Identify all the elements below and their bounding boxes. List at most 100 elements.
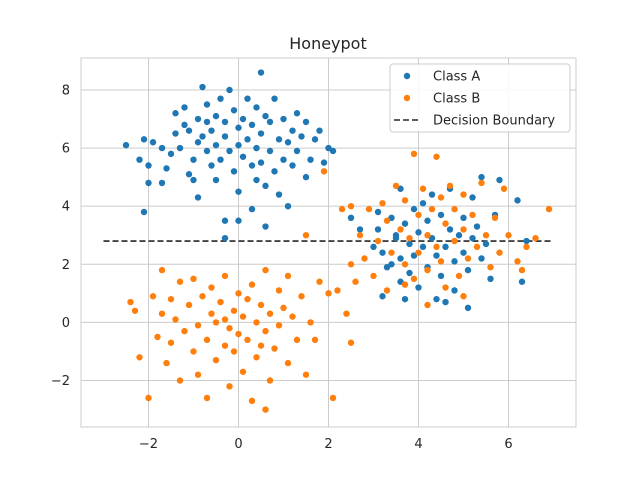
series-b-point xyxy=(257,301,265,309)
series-a-point xyxy=(446,226,454,233)
series-a-point xyxy=(190,176,197,184)
legend-box xyxy=(389,63,571,133)
series-a-point xyxy=(244,95,251,102)
series-a-point xyxy=(487,275,494,283)
series-b-point xyxy=(145,394,152,402)
series-a-point xyxy=(248,205,256,213)
x-tick-label: 4 xyxy=(414,437,422,452)
series-b-point xyxy=(487,263,494,271)
series-a-point xyxy=(478,173,485,181)
series-a-point xyxy=(208,127,215,134)
series-a-point xyxy=(230,107,238,114)
series-a-point xyxy=(199,83,206,91)
legend-label-class-b: Class B xyxy=(433,92,480,107)
series-b-point xyxy=(347,339,355,346)
series-b-point xyxy=(190,348,197,355)
series-b-point xyxy=(424,301,431,309)
series-a-point xyxy=(194,194,202,201)
x-tick-label: 6 xyxy=(504,437,512,452)
series-a-point xyxy=(208,162,215,169)
series-b-point xyxy=(505,232,512,239)
series-a-point xyxy=(226,86,233,94)
series-b-point xyxy=(230,307,238,314)
series-a-point xyxy=(217,95,224,102)
x-tick-label: 0 xyxy=(234,437,242,452)
series-a-point xyxy=(230,168,238,175)
series-b-point xyxy=(266,310,274,317)
series-b-point xyxy=(379,200,386,207)
series-b-point xyxy=(302,371,310,378)
series-b-point xyxy=(221,342,229,349)
series-a-point xyxy=(185,171,193,178)
series-a-point xyxy=(415,284,422,291)
series-a-point xyxy=(203,118,211,126)
series-a-point xyxy=(406,269,413,277)
series-b-point xyxy=(415,249,422,256)
series-a-point xyxy=(271,95,278,102)
series-a-point xyxy=(266,147,274,155)
series-b-point xyxy=(325,290,332,297)
series-b-point xyxy=(154,333,161,341)
series-b-point xyxy=(428,205,436,213)
series-b-point xyxy=(149,293,157,300)
series-b-point xyxy=(523,243,530,251)
series-b-point xyxy=(401,281,409,288)
series-b-point xyxy=(262,406,269,413)
y-tick-label: 2 xyxy=(62,258,70,273)
series-b-point xyxy=(320,168,328,175)
series-b-point xyxy=(217,298,224,306)
series-a-point xyxy=(203,147,211,155)
series-b-point xyxy=(208,284,215,291)
series-b-point xyxy=(451,237,458,245)
series-a-point xyxy=(496,176,503,184)
series-a-point xyxy=(523,237,530,245)
series-b-point xyxy=(167,339,175,346)
series-a-point xyxy=(469,234,476,242)
series-a-point xyxy=(370,243,377,251)
series-a-point xyxy=(437,211,445,219)
series-b-point xyxy=(253,319,260,326)
series-a-point xyxy=(217,156,224,163)
series-b-point xyxy=(370,272,377,280)
series-b-point xyxy=(239,313,247,320)
series-a-point xyxy=(406,240,413,248)
series-a-point xyxy=(271,168,278,175)
series-b-point xyxy=(316,278,323,285)
series-b-point xyxy=(221,272,229,280)
series-a-point xyxy=(176,144,184,152)
series-b-point xyxy=(244,336,251,344)
series-a-point xyxy=(518,278,526,285)
series-a-point xyxy=(293,147,301,155)
grid xyxy=(81,58,576,427)
series-a-point xyxy=(442,243,449,251)
series-a-point xyxy=(388,261,395,268)
series-b-point xyxy=(221,316,229,323)
scatter-points xyxy=(122,69,553,413)
series-a-point xyxy=(302,118,310,126)
series-b-point xyxy=(365,205,373,213)
y-tick-label: 4 xyxy=(62,200,70,215)
series-b-point xyxy=(442,220,449,227)
series-b-point xyxy=(176,377,184,384)
series-a-point xyxy=(253,104,260,111)
series-b-point xyxy=(410,275,418,283)
series-b-point xyxy=(271,345,278,352)
series-a-point xyxy=(401,220,409,227)
series-a-point xyxy=(203,101,211,108)
series-b-point xyxy=(131,307,139,314)
legend-marker-class-b xyxy=(403,94,411,102)
series-b-point xyxy=(136,354,143,361)
series-b-point xyxy=(433,153,440,160)
series-b-point xyxy=(190,275,197,283)
series-a-point xyxy=(212,112,220,120)
series-a-point xyxy=(212,176,220,184)
series-a-point xyxy=(248,121,256,129)
x-tick-label: −2 xyxy=(139,437,158,452)
y-tick-label: −2 xyxy=(51,374,70,389)
series-b-point xyxy=(167,295,175,303)
series-b-point xyxy=(347,261,355,268)
series-b-point xyxy=(302,232,310,239)
series-a-point xyxy=(284,139,292,146)
series-a-point xyxy=(347,214,355,222)
